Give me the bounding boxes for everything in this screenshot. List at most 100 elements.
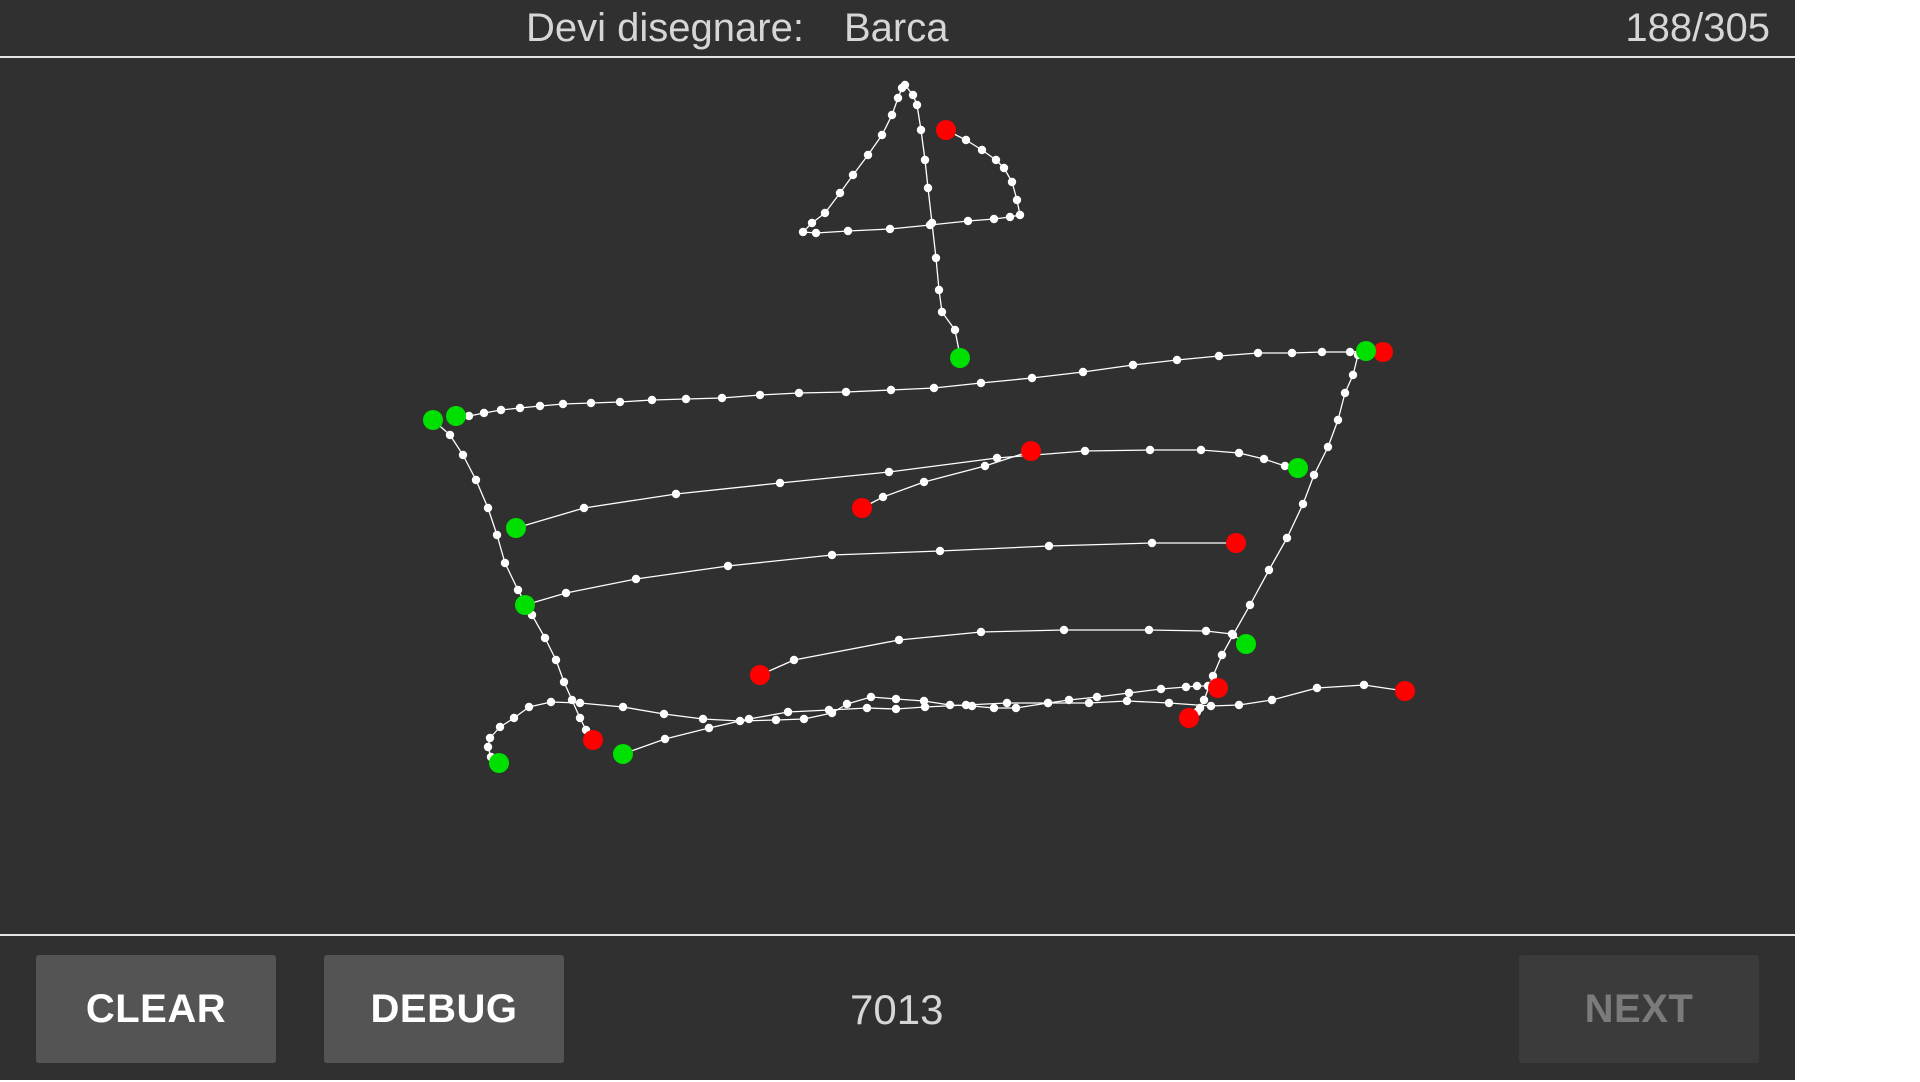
stroke-point: [1059, 625, 1069, 635]
stroke-point: [934, 285, 944, 295]
stroke-point: [925, 220, 935, 230]
stroke-start-marker: [423, 410, 443, 430]
stroke-point: [1348, 370, 1358, 380]
stroke-end-marker: [936, 120, 956, 140]
stroke-point: [458, 450, 468, 460]
stroke-point: [496, 405, 506, 415]
stroke-point: [681, 394, 691, 404]
stroke-point: [1064, 695, 1074, 705]
stroke-point: [1156, 684, 1166, 694]
stroke-end-marker: [1395, 681, 1415, 701]
footer-bar: CLEAR DEBUG 7013 NEXT: [0, 934, 1795, 1082]
stroke-point: [1282, 533, 1292, 543]
stroke-point: [1214, 351, 1224, 361]
stroke-point: [575, 698, 585, 708]
stroke-point: [1147, 538, 1157, 548]
stroke-end-marker: [583, 730, 603, 750]
stroke-point: [755, 390, 765, 400]
stroke-end-marker: [1208, 678, 1228, 698]
stroke-point: [977, 145, 987, 155]
stroke-point: [989, 214, 999, 224]
stroke-point: [483, 503, 493, 513]
stroke-point: [631, 574, 641, 584]
stroke-point: [937, 307, 947, 317]
stroke-point: [991, 155, 1001, 165]
stroke-point: [916, 125, 926, 135]
stroke-line: [759, 629, 1247, 676]
stroke-point: [1092, 692, 1102, 702]
stroke-point: [535, 401, 545, 411]
stroke-point: [551, 655, 561, 665]
stroke-point: [558, 399, 568, 409]
stroke-point: [929, 383, 939, 393]
stroke-start-marker: [1356, 341, 1376, 361]
stroke-end-marker: [1226, 533, 1246, 553]
stroke-start-marker: [515, 595, 535, 615]
stroke-point: [1192, 681, 1202, 691]
stroke-point: [775, 478, 785, 488]
stroke-point: [509, 713, 519, 723]
stroke-point: [500, 558, 510, 568]
stroke-point: [894, 635, 904, 645]
stroke-point: [483, 742, 493, 752]
stroke-point: [919, 477, 929, 487]
stroke-point: [891, 704, 901, 714]
stroke-point: [1323, 442, 1333, 452]
stroke-point: [1287, 348, 1297, 358]
stroke-point: [1206, 701, 1216, 711]
stroke-point: [820, 208, 830, 218]
stroke-point: [835, 188, 845, 198]
drawing-app: Devi disegnare: Barca 188/305 CLEAR DEBU…: [0, 0, 1795, 1080]
stroke-point: [885, 224, 895, 234]
stroke-point: [794, 388, 804, 398]
stroke-point: [479, 408, 489, 418]
stroke-end-marker: [852, 498, 872, 518]
stroke-point: [824, 705, 834, 715]
clear-button[interactable]: CLEAR: [36, 955, 276, 1063]
stroke-line: [524, 542, 1236, 606]
debug-button[interactable]: DEBUG: [324, 955, 564, 1063]
stroke-point: [897, 83, 907, 93]
stroke-point: [1298, 499, 1308, 509]
stroke-end-marker: [1373, 342, 1393, 362]
stroke-point: [992, 453, 1002, 463]
stroke-point: [877, 130, 887, 140]
stroke-point: [963, 216, 973, 226]
stroke-point: [615, 397, 625, 407]
stroke-start-marker: [489, 753, 509, 773]
stroke-point: [723, 561, 733, 571]
stroke-point: [1002, 698, 1012, 708]
stroke-point: [546, 697, 556, 707]
stroke-point: [1280, 461, 1290, 471]
stroke-point: [945, 700, 955, 710]
stroke-point: [841, 387, 851, 397]
stroke-point: [1309, 470, 1319, 480]
stroke-point: [575, 713, 585, 723]
stroke-point: [704, 723, 714, 733]
stroke-point: [1196, 445, 1206, 455]
stroke-point: [1122, 696, 1132, 706]
stroke-point: [783, 707, 793, 717]
stroke-point: [647, 395, 657, 405]
drawing-canvas[interactable]: [0, 58, 1795, 934]
stroke-point: [1259, 454, 1269, 464]
stroke-point: [561, 588, 571, 598]
stroke-point: [1359, 680, 1369, 690]
stroke-point: [878, 492, 888, 502]
stroke-point: [1312, 683, 1322, 693]
stroke-point: [893, 93, 903, 103]
stroke-point: [495, 722, 505, 732]
stroke-point: [811, 228, 821, 238]
progress-counter: 188/305: [1625, 6, 1770, 50]
stroke-point: [492, 530, 502, 540]
stroke-point: [1181, 682, 1191, 692]
stroke-point: [789, 655, 799, 665]
stroke-point: [618, 702, 628, 712]
stroke-point: [471, 475, 481, 485]
stroke-line: [456, 350, 1367, 417]
stroke-point: [798, 227, 808, 237]
next-button[interactable]: NEXT: [1519, 955, 1759, 1063]
stroke-point: [912, 100, 922, 110]
stroke-point: [950, 325, 960, 335]
stroke-line: [802, 84, 1021, 357]
